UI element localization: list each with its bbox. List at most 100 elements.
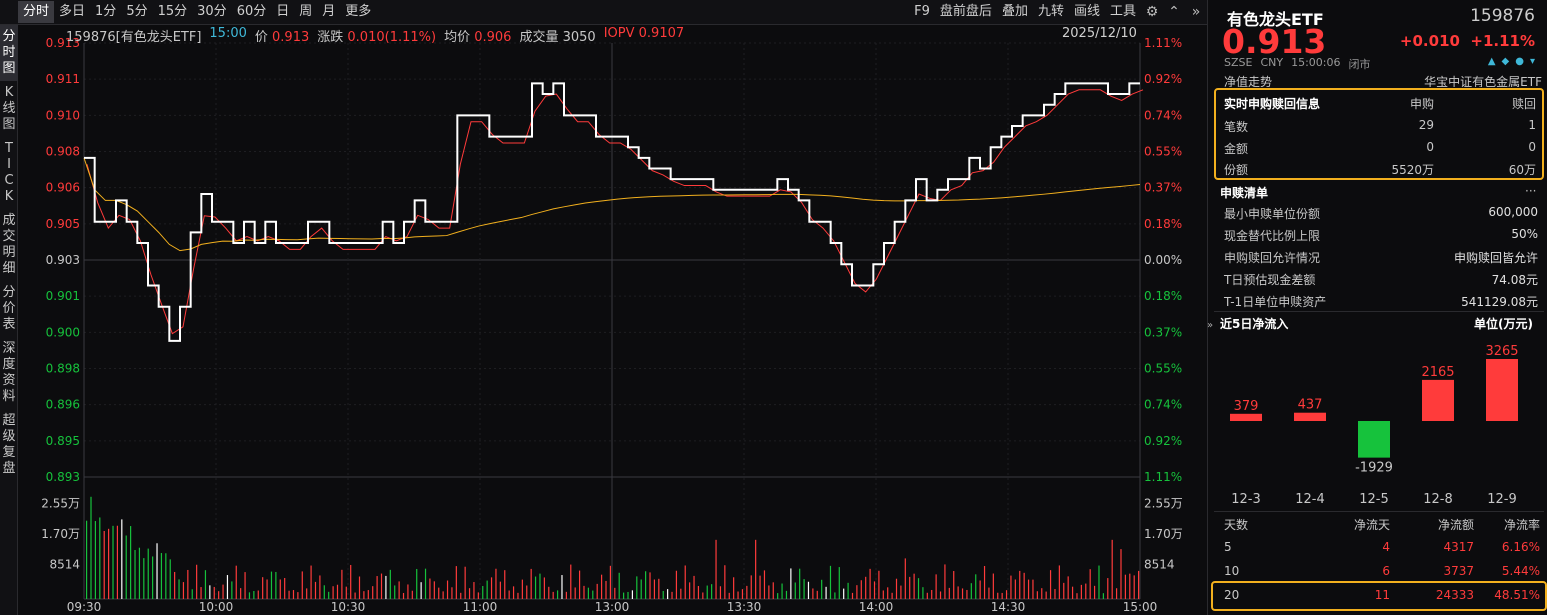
volume-bar: [204, 570, 207, 599]
volume-bar: [913, 573, 915, 599]
volume-bar: [191, 589, 193, 599]
toolbar-button[interactable]: 画线: [1073, 4, 1100, 19]
volume-bar: [631, 590, 634, 599]
volume-bar: [1071, 586, 1074, 599]
period-tab[interactable]: 日: [276, 4, 290, 19]
volume-label: 成交量: [519, 30, 559, 45]
volume-bar: [1001, 592, 1003, 599]
nav-trend-row[interactable]: 净值走势 华宝中证有色金属ETF: [1224, 73, 1542, 87]
view-tab[interactable]: 深度资料: [2, 341, 16, 404]
period-tab[interactable]: 15分: [157, 4, 188, 19]
period-tab[interactable]: 周: [299, 4, 313, 19]
nav-trend-label: 净值走势: [1224, 75, 1273, 87]
period-tab[interactable]: 1分: [95, 4, 117, 19]
volume-bar: [917, 578, 920, 599]
chart-canvas[interactable]: 0.913 1.11% 0.911 0.92% 0.910 0.74% 0.908 0.55%…: [18, 25, 1207, 615]
pct-tick-label: 0.37%: [1144, 325, 1182, 339]
period-tab[interactable]: 30分: [197, 4, 227, 19]
volume-bar: [240, 588, 242, 599]
volume-bar: [152, 556, 154, 599]
period-tab[interactable]: 月: [322, 4, 336, 19]
volume-bar: [292, 590, 295, 599]
toolbar-button[interactable]: 叠加: [1001, 4, 1028, 19]
volume-bar: [143, 558, 145, 599]
view-tab[interactable]: 成交明细: [2, 213, 16, 276]
volume-bar: [473, 582, 475, 599]
volume-bar: [433, 581, 435, 599]
period-tab[interactable]: 5分: [126, 4, 148, 19]
pct-tick-label: 0.55%: [1144, 362, 1182, 376]
net-amount: 3737: [1443, 564, 1474, 578]
pct-tick-label: 0.18%: [1144, 217, 1182, 231]
volume-bar: [438, 587, 440, 599]
y-tick-label: 0.896: [46, 398, 80, 412]
inflow-value-label: -1929: [1355, 461, 1393, 476]
volume-bar: [715, 539, 717, 599]
up-icon[interactable]: ⌃: [1168, 4, 1180, 20]
intraday-chart[interactable]: 0.913 1.11% 0.911 0.92% 0.910 0.74% 0.908 0.55%…: [18, 25, 1207, 615]
toolbar-button[interactable]: 工具: [1109, 4, 1136, 19]
toolbar-button[interactable]: F9: [914, 4, 930, 19]
volume-bar: [482, 585, 484, 599]
volume-bar: [86, 520, 88, 599]
period-tab[interactable]: 分时: [18, 1, 55, 23]
volume-bar: [680, 588, 682, 599]
price-label: 价: [254, 30, 268, 45]
stats-header: 天数 净流天 净流额 净流率: [1224, 516, 1540, 538]
more-button[interactable]: ···: [1525, 184, 1537, 198]
volume-bar: [468, 588, 471, 599]
x-tick-label: 15:00: [1123, 600, 1158, 614]
dropdown-icon[interactable]: ▾: [1529, 56, 1535, 67]
volume-bar: [1124, 574, 1126, 599]
col-days: 天数: [1224, 518, 1249, 532]
etf-name: 有色龙头ETF: [1227, 10, 1324, 29]
volume-tick-label: 2.55万: [41, 497, 80, 511]
period-tab[interactable]: 60分: [236, 4, 267, 19]
collapse-icon[interactable]: »: [1191, 4, 1201, 20]
volume-bar: [966, 589, 968, 599]
toolbar-button[interactable]: 九转: [1037, 4, 1064, 19]
redemption-list-header: 申赎清单 ···: [1220, 184, 1540, 201]
volume-bar: [402, 592, 405, 599]
volume-bar: [790, 568, 792, 599]
view-tab[interactable]: 分价表: [2, 285, 16, 332]
toolbar-button[interactable]: 盘前盘后: [939, 4, 992, 19]
period-tab[interactable]: 更多: [345, 4, 372, 19]
volume-bar: [178, 579, 180, 599]
volume-bar: [755, 539, 757, 599]
view-tab[interactable]: 超级复盘: [2, 413, 16, 476]
alert-icon[interactable]: ◆: [1501, 56, 1510, 67]
volume-bar: [1019, 570, 1021, 599]
list-row: 最小申赎单位份额 600,000: [1224, 205, 1538, 225]
x-tick-label: 14:00: [859, 600, 894, 614]
panel-collapse-icon[interactable]: »: [1207, 320, 1214, 331]
bell-icon[interactable]: ▲: [1487, 56, 1496, 67]
view-tab[interactable]: 分时图: [0, 25, 18, 81]
settings-icon[interactable]: ●: [1515, 56, 1524, 67]
volume-bar: [398, 581, 400, 599]
x-tick-label: 11:00: [463, 600, 498, 614]
pct-tick-label: 1.11%: [1144, 36, 1182, 50]
volume-bar: [1133, 575, 1135, 599]
volume-bar: [953, 571, 955, 599]
volume-bar: [539, 573, 541, 599]
volume-bar: [662, 590, 664, 599]
volume-bar: [970, 583, 972, 599]
period-tab[interactable]: 多日: [59, 4, 86, 19]
gear-icon[interactable]: ⚙: [1145, 4, 1159, 20]
volume-bar: [658, 578, 660, 599]
x-tick-label: 09:30: [67, 600, 102, 614]
col-net-amount: 净流额: [1437, 518, 1474, 532]
pct-tick-label: 0.55%: [1144, 145, 1182, 159]
currency: CNY: [1260, 56, 1284, 69]
volume-bar: [957, 586, 959, 599]
volume-bar: [711, 584, 713, 599]
volume-bar: [816, 590, 818, 599]
volume-bar: [609, 565, 611, 599]
volume-value: 3050: [562, 30, 596, 45]
volume-bar: [526, 585, 528, 599]
security-code-name: 159876[有色龙头ETF]: [66, 30, 202, 45]
